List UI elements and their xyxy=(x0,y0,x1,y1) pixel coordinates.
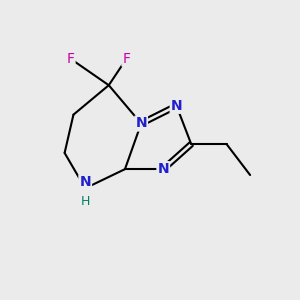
Text: N: N xyxy=(158,162,169,176)
Text: N: N xyxy=(135,116,147,130)
Text: H: H xyxy=(80,195,90,208)
Text: N: N xyxy=(171,99,182,113)
Text: F: F xyxy=(67,52,74,66)
Text: N: N xyxy=(80,176,91,189)
Text: F: F xyxy=(122,52,130,66)
